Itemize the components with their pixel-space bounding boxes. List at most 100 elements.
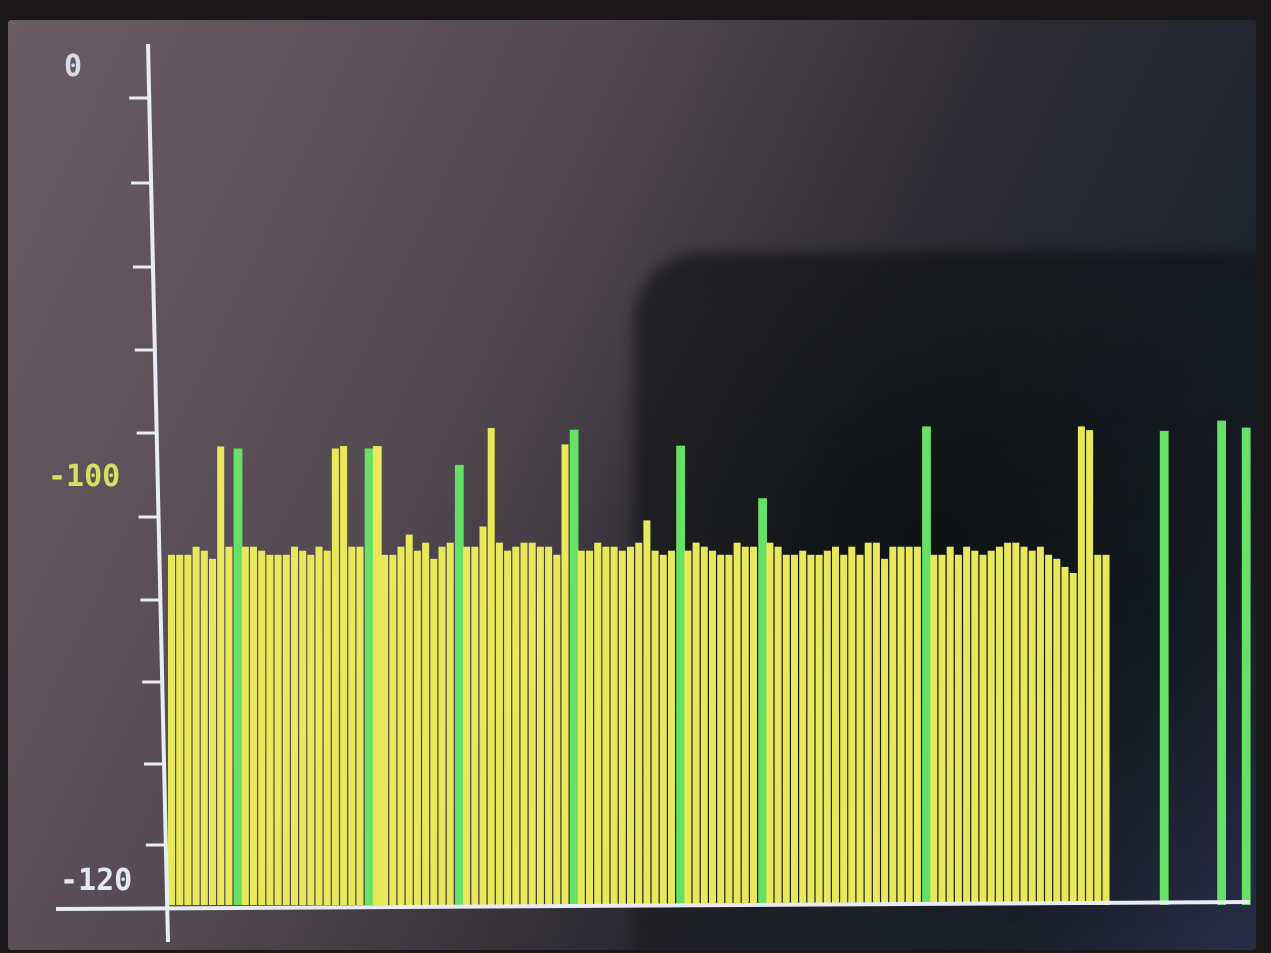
spectrum-bar — [323, 550, 331, 905]
spectrum-bar — [594, 542, 602, 905]
y-tick-label--120: -120 — [60, 863, 132, 898]
spectrum-bar — [946, 546, 954, 905]
spectrum-bar — [1061, 566, 1069, 905]
spectrum-bar — [848, 546, 856, 905]
spectrum-bar — [528, 542, 536, 905]
spectrum-bar — [586, 550, 593, 905]
spectrum-bar — [225, 546, 233, 905]
spectrum-bar — [659, 554, 667, 905]
spectrum-bar — [987, 550, 995, 905]
spectrum-bar — [643, 520, 651, 905]
spectrum-bar — [463, 546, 471, 905]
spectrum-bar — [536, 546, 544, 905]
spectrum-bar — [913, 546, 921, 905]
spectrum-bar — [168, 554, 175, 905]
spectrum-bar — [217, 446, 225, 905]
spectrum-bar — [684, 550, 692, 905]
spectrum-bar — [963, 546, 971, 905]
spectrum-bar — [971, 550, 979, 905]
peak-bar — [1159, 430, 1169, 905]
spectrum-bar — [774, 546, 782, 905]
spectrum-bar — [1077, 426, 1085, 905]
spectrum-bar — [340, 446, 348, 905]
spectrum-bar — [200, 550, 208, 905]
spectrum-bar — [331, 448, 339, 905]
spectrum-bar — [348, 546, 356, 905]
spectrum-bar — [258, 550, 266, 905]
spectrum-bar — [192, 546, 200, 905]
peak-bar — [233, 448, 243, 905]
y-axis — [146, 43, 170, 943]
spectrum-bar — [504, 550, 512, 905]
spectrum-bar — [389, 554, 397, 905]
spectrum-bar — [438, 546, 446, 905]
spectrum-bar — [299, 550, 307, 905]
spectrum-bar — [381, 554, 389, 905]
spectrum-bar — [832, 546, 839, 905]
peak-bar — [676, 445, 685, 905]
spectrum-bar — [561, 444, 569, 905]
peak-bar — [1217, 420, 1226, 905]
x-axis — [55, 900, 1251, 911]
spectrum-bar — [1069, 573, 1077, 905]
spectrum-bar — [315, 546, 323, 905]
spectrum-bar — [610, 546, 618, 905]
spectrum-bar — [250, 546, 257, 905]
spectrum-bar — [733, 542, 741, 905]
bars-group — [168, 420, 1251, 905]
peak-bar — [922, 426, 931, 905]
spectrum-bar — [397, 546, 405, 905]
spectrum-bar — [545, 546, 553, 905]
spectrum-bar — [405, 534, 413, 905]
spectrum-bar — [1036, 546, 1044, 905]
spectrum-bar — [750, 546, 757, 905]
spectrum-bar — [520, 542, 528, 905]
peak-bar — [1241, 427, 1251, 905]
spectrum-bar — [897, 546, 905, 905]
y-tick-label--100: -100 — [48, 459, 120, 494]
spectrum-bar — [553, 554, 561, 905]
spectrum-bar — [692, 542, 700, 905]
spectrum-bar — [717, 554, 725, 905]
spectrum-bar — [1020, 546, 1028, 905]
spectrum-bar — [577, 550, 585, 905]
spectrum-bar — [1094, 554, 1102, 905]
spectrum-bar — [266, 554, 274, 905]
peak-bar — [758, 498, 767, 905]
spectrum-bar — [1086, 430, 1094, 905]
spectrum-bar — [807, 554, 815, 905]
spectrum-bar — [889, 546, 897, 905]
spectrum-bar — [307, 554, 315, 905]
spectrum-bar — [782, 554, 790, 905]
spectrum-bar — [422, 542, 430, 905]
spectrum-bar — [291, 546, 298, 905]
spectrum-bar — [1012, 542, 1020, 905]
spectrum-bar — [979, 554, 987, 905]
spectrum-bar — [815, 554, 823, 905]
spectrum-bar — [413, 550, 421, 905]
spectrum-bar — [872, 542, 880, 905]
spectrum-bar — [487, 428, 495, 905]
spectrum-bar — [602, 546, 610, 905]
spectrum-bar — [356, 546, 364, 905]
spectrum-bar — [430, 558, 438, 905]
spectrum-bar — [618, 550, 626, 905]
spectrum-bar — [823, 550, 831, 905]
spectrum-bar — [209, 558, 216, 905]
spectrum-bar — [1028, 550, 1036, 905]
peak-bar — [454, 464, 464, 905]
spectrum-bar — [635, 542, 643, 905]
spectrum-bar — [241, 546, 249, 905]
spectrum-bar — [1004, 542, 1012, 905]
tick-labels-group: 0 -100 -120 — [48, 49, 132, 898]
spectrum-bar — [651, 550, 659, 905]
spectrum-bar — [1102, 554, 1110, 905]
spectrum-bar — [799, 550, 807, 905]
spectrum-bar — [446, 542, 454, 905]
spectrum-bar — [709, 550, 716, 905]
spectrum-bar — [856, 554, 864, 905]
spectrum-bar — [176, 554, 184, 905]
spectrum-bar — [471, 546, 479, 905]
peak-bar — [364, 448, 374, 905]
